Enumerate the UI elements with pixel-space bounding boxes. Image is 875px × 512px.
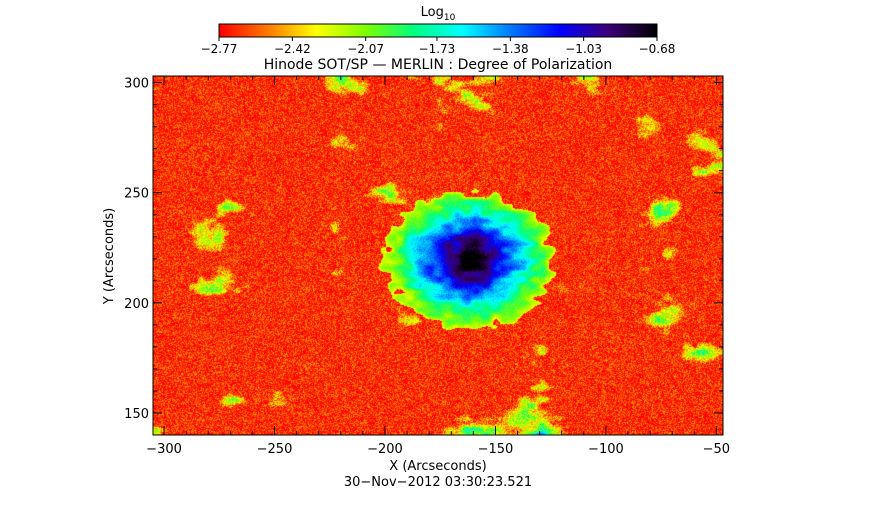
heatmap-image	[153, 76, 723, 435]
colorbar-tick-label: −2.42	[274, 42, 311, 56]
timestamp-label: 30−Nov−2012 03:30:23.521	[344, 475, 532, 490]
chart-title: Hinode SOT/SP — MERLIN : Degree of Polar…	[264, 57, 613, 73]
x-tick-label: −300	[146, 442, 182, 457]
colorbar-label: Log10	[421, 5, 456, 23]
x-axis: −300 −250 −200 −150 −100 −50	[146, 76, 730, 457]
x-tick-label: −150	[478, 442, 514, 457]
colorbar-tick-label: −1.73	[419, 42, 456, 56]
y-tick-label: 250	[124, 187, 149, 202]
x-tick-label: −250	[257, 442, 293, 457]
y-tick-label: 300	[124, 77, 149, 92]
colorbar-tick-label: −1.03	[565, 42, 602, 56]
x-tick-label: −100	[588, 442, 624, 457]
colorbar-tick-label: −1.38	[492, 42, 529, 56]
colorbar-tick-label: −2.77	[201, 42, 238, 56]
y-tick-label: 200	[124, 297, 149, 312]
colorbar-gradient	[218, 23, 658, 38]
y-axis-label: Y (Arcseconds)	[102, 208, 117, 305]
x-tick-label: −200	[367, 442, 403, 457]
colorbar-tick-label: −2.07	[347, 42, 384, 56]
colorbar-tick-label: −0.68	[639, 42, 676, 56]
colorbar-ticks: −2.77 −2.42 −2.07 −1.73 −1.38 −1.03 −0.68	[201, 37, 676, 56]
y-tick-label: 150	[124, 407, 149, 422]
x-axis-label: X (Arcseconds)	[389, 459, 486, 474]
y-axis: 150 200 250 300	[124, 77, 723, 436]
plot-area: −300 −250 −200 −150 −100 −50 150 200 250 300	[124, 75, 730, 457]
plot-frame	[152, 75, 724, 436]
colorbar: Log10 −2.77 −2.42 −2.07 −1.73 −1.38 −1.03 −0.6…	[201, 5, 676, 56]
x-tick-label: −50	[703, 442, 730, 457]
